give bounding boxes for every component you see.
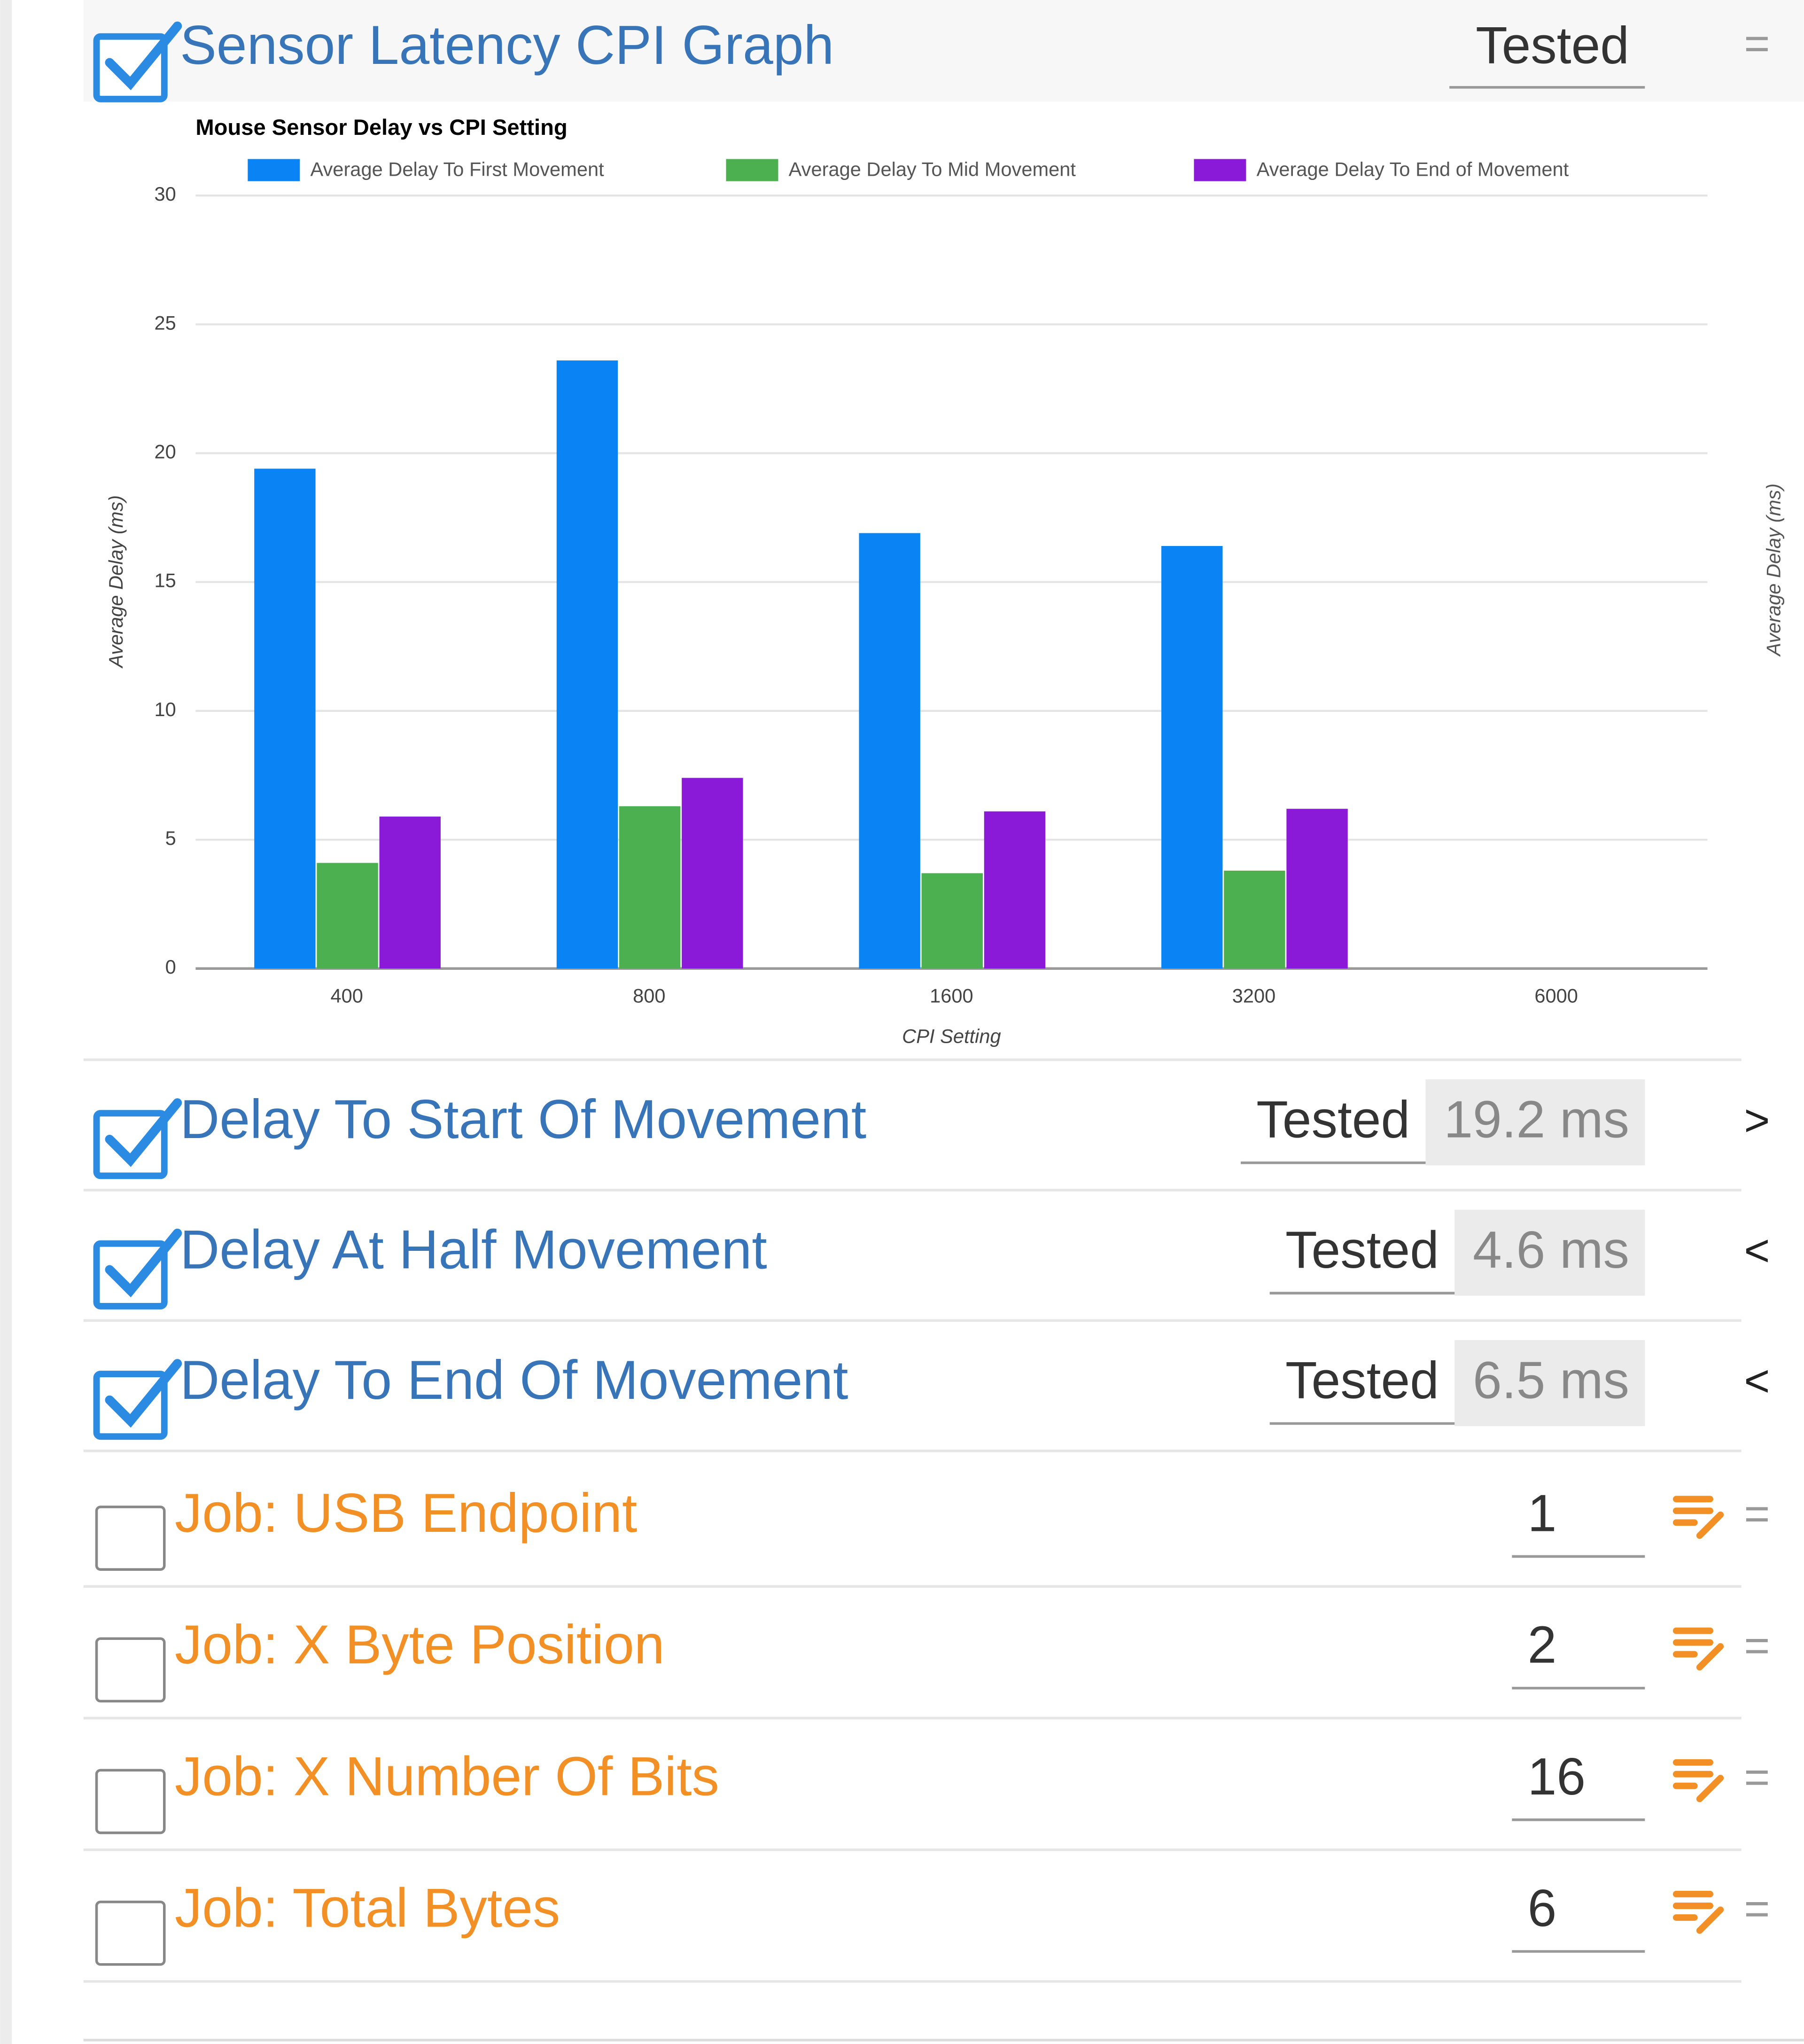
status[interactable]: Tested <box>1476 16 1629 75</box>
job-value[interactable]: 6 <box>1528 1879 1557 1937</box>
y-tick-label: 25 <box>154 312 176 334</box>
row-label: Delay To End Of Movement <box>180 1350 848 1411</box>
bar <box>682 778 743 969</box>
edit-icon[interactable] <box>1672 1627 1724 1671</box>
edit-icon[interactable] <box>1672 1891 1724 1934</box>
legend-label: Average Delay To Mid Movement <box>789 158 1076 180</box>
bar <box>1224 870 1285 969</box>
bar <box>317 863 378 969</box>
x-axis-label: CPI Setting <box>902 1025 1001 1047</box>
y-tick-label: 20 <box>154 440 176 462</box>
checkmark <box>105 1228 182 1297</box>
checkbox[interactable] <box>93 1110 168 1179</box>
y-tick-label: 5 <box>165 827 176 849</box>
job-label: Job: USB Endpoint <box>175 1482 637 1544</box>
row-handle[interactable]: > <box>1744 1095 1770 1145</box>
checkbox[interactable] <box>95 1769 166 1834</box>
row-status[interactable]: Tested <box>1256 1091 1410 1149</box>
x-tick-label: 800 <box>633 984 665 1006</box>
header-bg <box>83 0 1804 102</box>
row-handle[interactable]: < <box>1744 1356 1770 1405</box>
left-strip <box>0 0 12 2044</box>
row-label: Delay At Half Movement <box>180 1219 767 1280</box>
bar <box>921 873 983 969</box>
legend-swatch <box>726 159 778 181</box>
job-label: Job: X Number Of Bits <box>175 1746 719 1807</box>
legend-swatch <box>248 159 300 181</box>
bar <box>1286 809 1348 969</box>
row-label: Delay To Start Of Movement <box>180 1089 866 1150</box>
edit-icon[interactable] <box>1672 1759 1724 1802</box>
side-label: Average Delay (ms) <box>1763 484 1785 657</box>
y-axis-label: Average Delay (ms) <box>105 495 127 669</box>
row-value: 6.5 ms <box>1473 1351 1629 1410</box>
checkmark <box>105 1359 182 1428</box>
row-handle[interactable]: < <box>1744 1226 1770 1275</box>
legend-label: Average Delay To End of Movement <box>1257 158 1569 180</box>
job-handle[interactable]: = <box>1744 1753 1770 1802</box>
chart-title: Mouse Sensor Delay vs CPI Setting <box>195 115 567 140</box>
x-tick-label: 6000 <box>1534 984 1578 1006</box>
job-handle[interactable]: = <box>1744 1489 1770 1538</box>
value-box <box>1454 1340 1645 1427</box>
bar <box>984 811 1046 969</box>
x-tick-label: 3200 <box>1232 984 1276 1006</box>
bar <box>859 533 920 969</box>
bar <box>619 806 681 969</box>
y-tick-label: 15 <box>154 570 176 592</box>
job-label: Job: X Byte Position <box>175 1614 665 1675</box>
checkmark <box>105 21 182 91</box>
legend-swatch <box>1194 159 1246 181</box>
job-handle[interactable]: = <box>1744 1884 1770 1934</box>
value-box <box>1454 1209 1645 1296</box>
job-handle[interactable]: = <box>1744 1621 1770 1670</box>
checkbox[interactable] <box>95 1637 166 1703</box>
job-value[interactable]: 16 <box>1528 1748 1586 1806</box>
legend-label: Average Delay To First Movement <box>310 158 604 180</box>
y-tick-label: 30 <box>154 183 176 205</box>
x-tick-label: 1600 <box>930 984 973 1006</box>
y-tick-label: 0 <box>165 956 176 978</box>
bar <box>254 468 316 969</box>
bar <box>379 816 441 969</box>
job-value[interactable]: 2 <box>1528 1616 1557 1674</box>
row-status[interactable]: Tested <box>1285 1221 1439 1279</box>
edit-icon[interactable] <box>1672 1496 1724 1539</box>
drag-handle[interactable]: = <box>1744 19 1770 68</box>
y-tick-label: 10 <box>154 698 176 720</box>
checkbox[interactable] <box>93 33 168 102</box>
value-box <box>1425 1079 1645 1166</box>
checkbox[interactable] <box>93 1371 168 1440</box>
checkbox[interactable] <box>95 1900 166 1966</box>
bar <box>1161 546 1223 969</box>
job-label: Job: Total Bytes <box>175 1878 560 1939</box>
checkmark <box>105 1098 182 1167</box>
x-tick-label: 400 <box>330 984 363 1006</box>
checkbox[interactable] <box>93 1240 168 1310</box>
bar <box>556 360 618 969</box>
section-title: Sensor Latency CPI Graph <box>180 15 834 76</box>
row-status[interactable]: Tested <box>1285 1351 1439 1410</box>
job-value[interactable]: 1 <box>1528 1484 1557 1543</box>
checkbox[interactable] <box>95 1506 166 1571</box>
row-value: 19.2 ms <box>1444 1091 1629 1149</box>
row-value: 4.6 ms <box>1473 1221 1629 1279</box>
